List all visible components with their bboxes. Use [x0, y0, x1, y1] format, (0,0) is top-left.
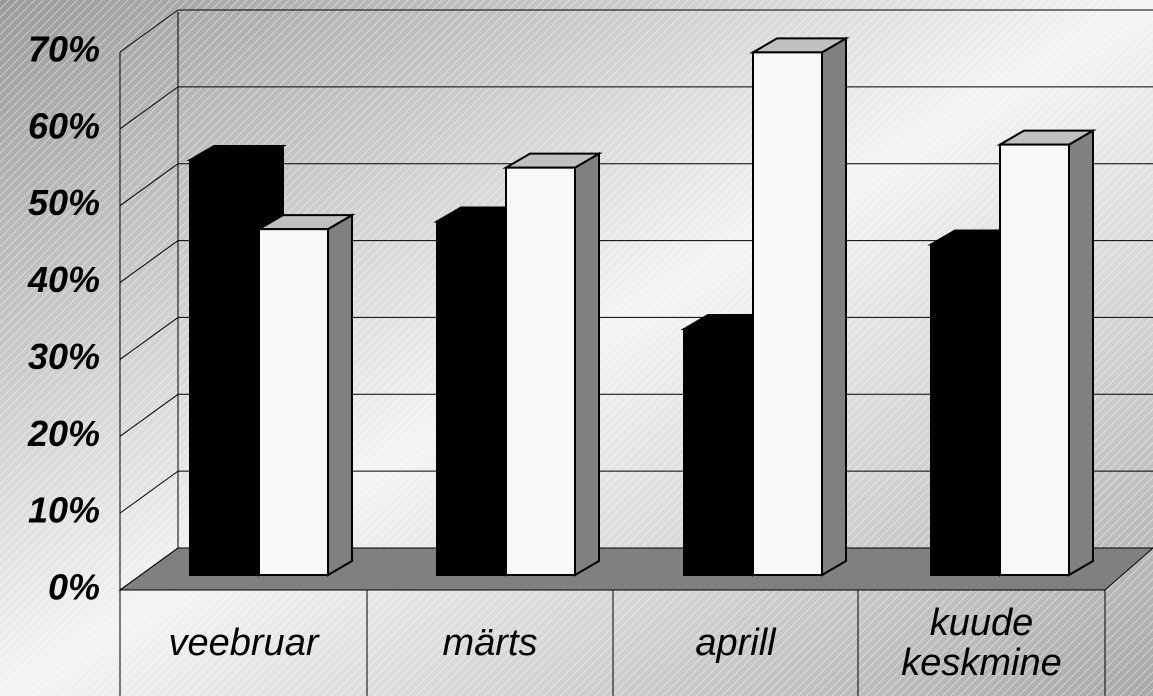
bar [996, 128, 1097, 577]
side-grid-line [119, 317, 179, 360]
side-grid-line [119, 86, 179, 130]
y-tick-label: 50% [28, 182, 100, 223]
y-tick-label: 60% [28, 105, 100, 146]
x-tick-label: märts [442, 622, 538, 664]
bar-face [930, 243, 1001, 576]
bar-face [258, 228, 329, 576]
bar-face [327, 213, 353, 577]
x-tick-label: veebruar [168, 622, 319, 664]
bar-face [436, 220, 507, 576]
side-grid-line [119, 470, 179, 514]
side-grid-line [119, 240, 179, 283]
bar [502, 151, 603, 577]
bar-face [1068, 128, 1094, 577]
y-tick-label: 30% [28, 336, 100, 377]
bar-face [752, 51, 823, 577]
bar-face [683, 328, 754, 576]
bar-face [821, 36, 847, 577]
bar-face [505, 166, 576, 577]
side-grid-line [119, 393, 179, 437]
bar-face [999, 143, 1070, 576]
bar [749, 36, 850, 577]
bar [255, 213, 356, 577]
side-grid-line [119, 163, 179, 207]
bar-face [189, 158, 260, 576]
side-grid-line [119, 547, 179, 591]
y-tick-label: 70% [28, 29, 100, 70]
bar-face [574, 151, 600, 577]
x-tick-label: aprill [695, 622, 776, 664]
side-grid-line [119, 9, 179, 53]
y-tick-label: 10% [28, 490, 100, 531]
y-tick-label: 20% [27, 413, 100, 454]
y-tick-label: 0% [48, 567, 100, 608]
y-tick-label: 40% [27, 259, 100, 300]
x-tick-label: kuude keskmine [901, 602, 1062, 684]
